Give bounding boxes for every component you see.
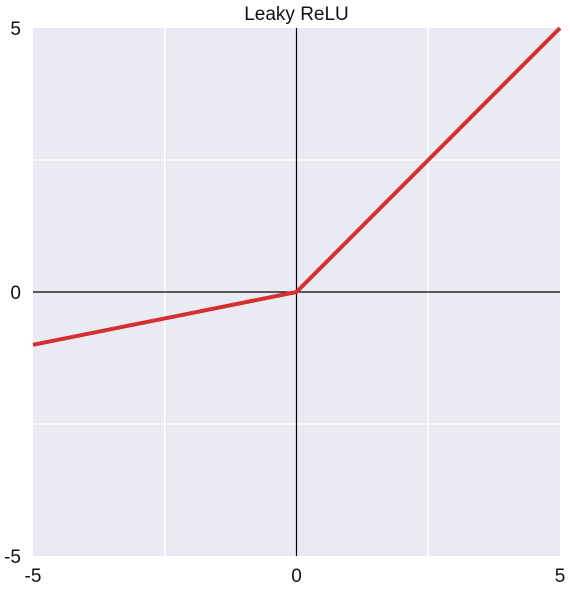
y-tick-label: -5 bbox=[4, 547, 21, 568]
x-tick-label: 0 bbox=[291, 566, 302, 587]
series-line-0 bbox=[32, 26, 562, 347]
y-tick-label: 0 bbox=[10, 283, 21, 304]
x-tick-labels: -5 0 5 bbox=[25, 566, 566, 587]
chart-title: Leaky ReLU bbox=[244, 4, 349, 25]
series-layer bbox=[32, 26, 562, 347]
y-tick-label: 5 bbox=[10, 19, 21, 40]
y-tick-labels: -5 0 5 bbox=[4, 19, 21, 568]
x-tick-label: -5 bbox=[25, 566, 42, 587]
x-tick-label: 5 bbox=[555, 566, 566, 587]
